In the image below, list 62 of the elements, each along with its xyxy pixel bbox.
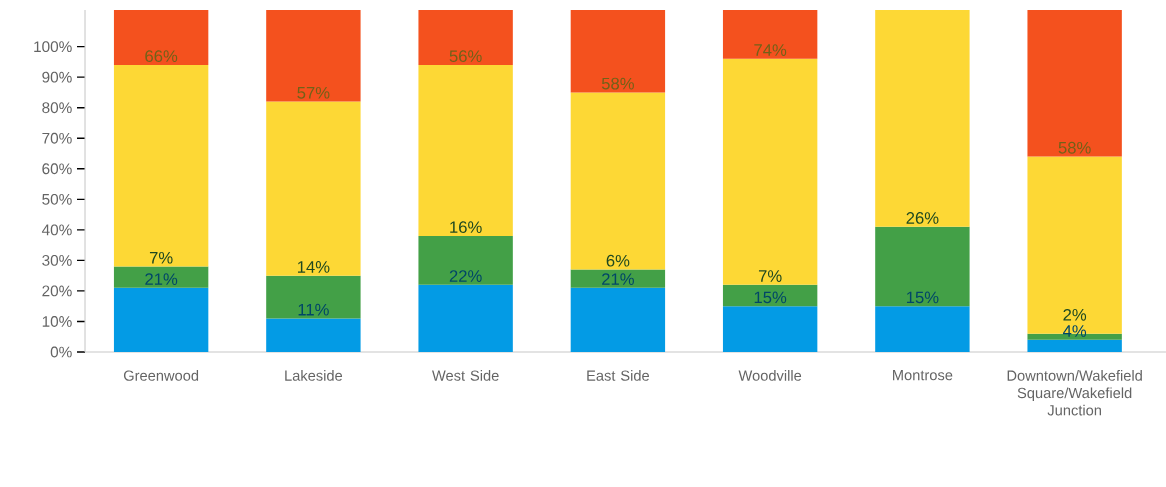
bar: [113, 64, 209, 267]
bar: [418, 235, 513, 285]
data-label: 7%: [149, 251, 173, 264]
y-tick-label: 100%: [34, 41, 72, 53]
x-tick-label: Woodville: [738, 370, 802, 381]
data-label: 58%: [1058, 141, 1091, 154]
bar: [1027, 10, 1122, 157]
data-label: 66%: [145, 50, 178, 63]
data-label: 7%: [758, 270, 782, 282]
y-tick-label: 20%: [42, 285, 72, 297]
bar: [418, 284, 513, 352]
y-tick-label: 30%: [42, 254, 72, 266]
x-tick-label: West Side: [432, 370, 499, 381]
data-label: 21%: [145, 273, 178, 285]
data-label: 22%: [449, 270, 482, 282]
bar: [113, 10, 209, 65]
x-tick-label: Montrose: [893, 370, 953, 381]
bar: [875, 226, 970, 307]
bar: [722, 306, 818, 352]
y-tick-label: 70%: [42, 132, 72, 144]
bar: [113, 266, 209, 288]
bar: [570, 269, 666, 288]
bar: [875, 10, 970, 227]
data-label: 16%: [450, 221, 482, 234]
y-tick-label: 10%: [42, 316, 72, 327]
bar: [570, 92, 666, 270]
y-tick-label: 40%: [41, 224, 72, 236]
data-label: 6%: [606, 254, 630, 267]
bar: [570, 10, 666, 93]
bar: [266, 318, 361, 352]
y-tick-label: 90%: [42, 71, 72, 83]
data-label: 11%: [298, 303, 329, 316]
data-label: 15%: [906, 291, 939, 304]
data-label: 14%: [297, 261, 330, 273]
bar: [266, 275, 361, 319]
y-tick-label: 50%: [42, 193, 72, 205]
bar: [722, 284, 818, 307]
data-label: 15%: [754, 291, 787, 304]
bar: [418, 10, 513, 65]
y-tick-label: 0%: [50, 346, 72, 358]
x-tick-label: Greenwood: [123, 370, 199, 381]
data-label: 58%: [601, 77, 634, 90]
bar: [570, 287, 666, 352]
data-label: 21%: [602, 273, 634, 285]
bar: [113, 287, 209, 352]
bar: [875, 306, 970, 352]
bar: [722, 58, 818, 285]
bar: [418, 64, 513, 236]
data-label: 74%: [754, 44, 787, 56]
bar: [266, 10, 361, 102]
data-label: 2%: [1063, 308, 1087, 321]
y-tick-label: 60%: [42, 163, 72, 175]
data-label: 26%: [906, 212, 939, 224]
data-label: 57%: [297, 86, 330, 99]
x-tick-label: Lakeside: [285, 370, 343, 381]
data-label: 56%: [449, 50, 482, 63]
bar: [1027, 339, 1122, 352]
y-tick-label: 80%: [42, 102, 72, 114]
bar: [266, 101, 361, 276]
x-tick-label: East Side: [587, 370, 650, 381]
x-tick-label: Downtown/Wakefield Square/Wakefield Junction: [1007, 370, 1142, 416]
bar: [722, 10, 818, 59]
